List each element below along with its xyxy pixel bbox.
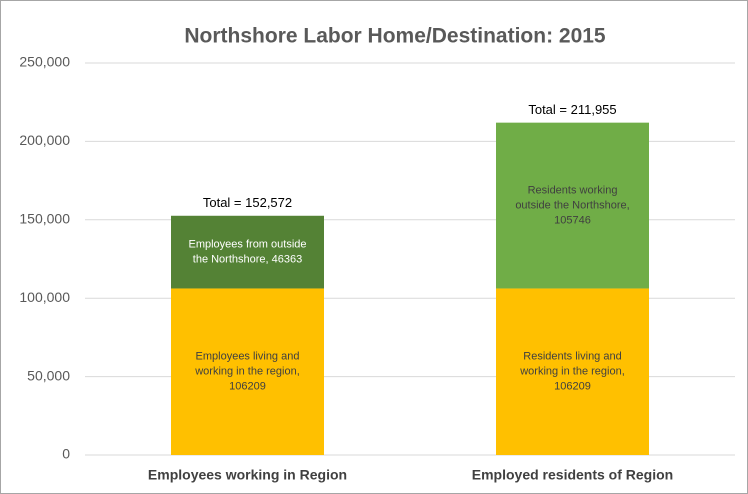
bar-segment — [171, 288, 324, 455]
segment-label: Employees living and working in the regio… — [194, 351, 300, 393]
segment-label: Employees from outside the Northshore, 46… — [189, 239, 307, 266]
segment-label: Residents living and working in the regio… — [519, 351, 625, 393]
bar-segment — [496, 288, 649, 455]
y-tick-label: 100,000 — [19, 289, 70, 305]
bar-segment — [171, 215, 324, 289]
bar-segment — [496, 122, 649, 289]
total-label: Total = 152,572 — [203, 195, 292, 210]
total-label: Total = 211,955 — [528, 102, 616, 117]
segment-label: Residents working outside the Northshore,… — [515, 184, 629, 226]
y-tick-label: 250,000 — [19, 54, 70, 70]
y-tick-label: 150,000 — [19, 211, 70, 227]
y-tick-label: 50,000 — [27, 367, 70, 383]
chart-title: Northshore Labor Home/Destination: 2015 — [184, 25, 606, 48]
x-tick-label: Employed residents of Region — [472, 467, 673, 483]
y-tick-label: 200,000 — [19, 132, 70, 148]
y-tick-label: 0 — [62, 446, 70, 462]
x-tick-label: Employees working in Region — [148, 467, 347, 483]
